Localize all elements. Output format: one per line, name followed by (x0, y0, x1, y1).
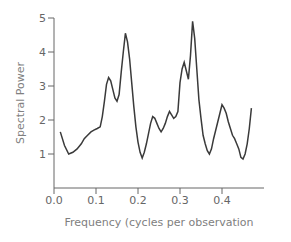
svg-text:0.1: 0.1 (87, 194, 105, 207)
svg-text:0.3: 0.3 (171, 194, 189, 207)
svg-text:0.2: 0.2 (129, 194, 147, 207)
svg-text:3: 3 (39, 80, 46, 93)
svg-text:Spectral Power: Spectral Power (14, 61, 27, 144)
svg-text:2: 2 (39, 114, 46, 127)
svg-text:0.0: 0.0 (45, 194, 63, 207)
svg-text:Frequency (cycles per observat: Frequency (cycles per observation (64, 216, 253, 229)
svg-text:4: 4 (39, 46, 46, 59)
svg-text:5: 5 (39, 12, 46, 25)
svg-text:0.4: 0.4 (213, 194, 231, 207)
svg-text:1: 1 (39, 148, 46, 161)
